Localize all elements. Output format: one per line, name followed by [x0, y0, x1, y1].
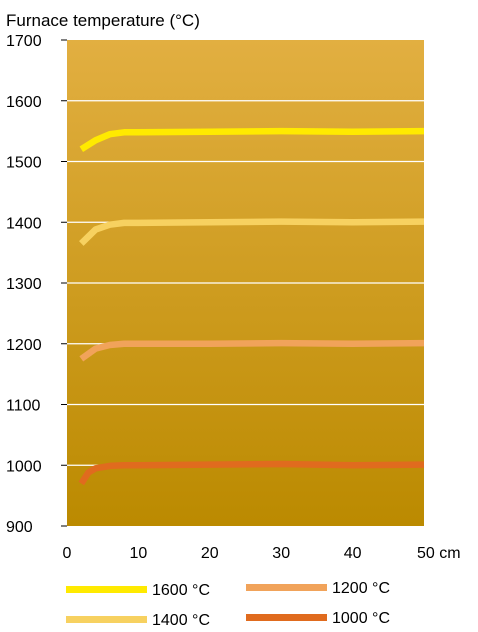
- legend-item-1: 1400 °C: [66, 612, 210, 629]
- series-line-3: [78, 460, 425, 486]
- legend-label-1: 1400 °C: [152, 612, 210, 629]
- legend-item-2: 1200 °C: [246, 580, 390, 597]
- x-tick-label-40: 40: [344, 545, 362, 562]
- legend-item-3: 1000 °C: [246, 610, 390, 627]
- legend-label-3: 1000 °C: [332, 610, 390, 627]
- chart-title: Furnace temperature (°C): [6, 11, 200, 30]
- legend: 1600 °C 1400 °C 1200 °C 1000 °C: [66, 580, 390, 629]
- series-line-2: [79, 339, 425, 362]
- series-lines: [78, 127, 425, 486]
- x-tick-label-50: 50 cm: [417, 545, 461, 562]
- legend-swatch-0: [66, 586, 147, 593]
- y-tick-label-1100: 1100: [6, 398, 41, 415]
- x-tick-label-20: 20: [201, 545, 219, 562]
- legend-swatch-2: [246, 584, 327, 591]
- y-tick-label-1200: 1200: [6, 337, 42, 354]
- y-tick-label-1700: 1700: [6, 33, 42, 50]
- y-tick-label-1000: 1000: [6, 458, 42, 475]
- y-axis: 900 1000 1100 1200 1300 1400 1500 1600 1700: [6, 33, 67, 536]
- y-tick-label-1600: 1600: [6, 94, 42, 111]
- y-tick-label-1500: 1500: [6, 155, 42, 172]
- x-tick-label-30: 30: [272, 545, 290, 562]
- legend-swatch-3: [246, 614, 327, 621]
- y-tick-label-1400: 1400: [6, 215, 42, 232]
- y-tick-label-900: 900: [6, 519, 33, 536]
- x-tick-label-10: 10: [130, 545, 148, 562]
- series-line-1: [79, 218, 425, 246]
- series-line-0: [79, 127, 425, 153]
- x-axis: 0 10 20 30 40 50 cm: [63, 545, 461, 562]
- legend-label-2: 1200 °C: [332, 580, 390, 597]
- x-tick-label-0: 0: [63, 545, 72, 562]
- legend-label-0: 1600 °C: [152, 582, 210, 599]
- y-tick-label-1300: 1300: [6, 276, 42, 293]
- legend-swatch-1: [66, 616, 147, 623]
- legend-item-0: 1600 °C: [66, 582, 210, 599]
